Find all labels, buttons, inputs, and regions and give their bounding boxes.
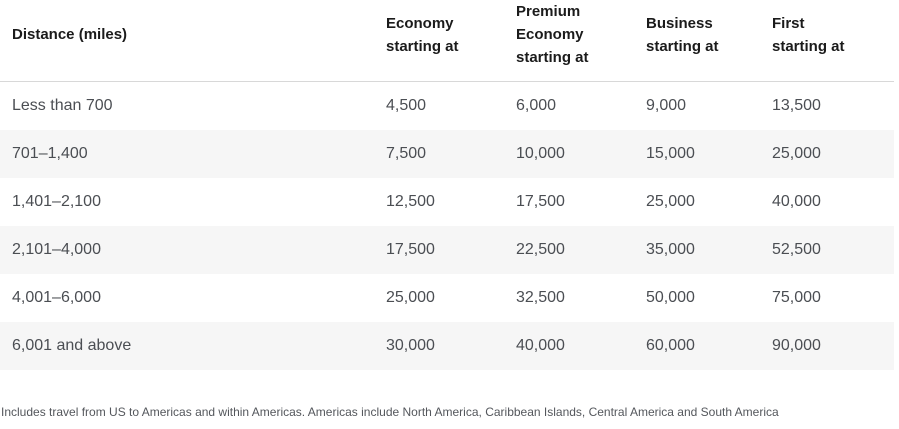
award-pricing-table: Distance (miles) Economy starting at Pre…: [0, 0, 894, 370]
header-premium-economy: Premium Economy starting at: [516, 0, 646, 82]
first-value-cell: 13,500: [772, 96, 821, 114]
header-business-line2: starting at: [646, 37, 719, 55]
header-business-line1: Business: [646, 14, 713, 32]
table-row: 701–1,400 7,500 10,000 15,000 25,000: [0, 129, 894, 178]
premium-economy-value-cell: 22,500: [516, 225, 646, 274]
header-premium-economy-line1: Premium: [516, 3, 581, 20]
business-value-cell: 15,000: [646, 129, 772, 178]
economy-value-cell: 17,500: [386, 225, 516, 274]
first-value-cell: 25,000: [772, 129, 894, 178]
header-first-line2: starting at: [772, 37, 845, 55]
header-distance-label: Distance (miles): [12, 26, 128, 43]
table-row: 4,001–6,000 25,000 32,500 50,000 75,000: [0, 274, 894, 322]
distance-cell: 4,001–6,000: [12, 288, 101, 306]
table-row: Less than 700 4,500 6,000 9,000 13,500: [0, 82, 894, 130]
first-value-cell: 40,000: [772, 192, 821, 210]
header-business: Business starting at: [646, 0, 772, 82]
premium-economy-value-cell: 17,500: [516, 192, 565, 210]
distance-cell: 6,001 and above: [0, 321, 386, 370]
award-chart-page: Distance (miles) Economy starting at Pre…: [0, 0, 894, 419]
distance-cell: 1,401–2,100: [12, 192, 101, 210]
business-value-cell: 50,000: [646, 288, 695, 306]
distance-cell: 701–1,400: [0, 129, 386, 178]
economy-value-cell: 7,500: [386, 129, 516, 178]
economy-value-cell: 4,500: [386, 96, 427, 114]
table-row: 6,001 and above 30,000 40,000 60,000 90,…: [0, 321, 894, 370]
premium-economy-value-cell: 10,000: [516, 129, 646, 178]
table-row: 1,401–2,100 12,500 17,500 25,000 40,000: [0, 178, 894, 226]
premium-economy-value-cell: 40,000: [516, 321, 646, 370]
business-value-cell: 9,000: [646, 96, 687, 114]
header-economy: Economy starting at: [386, 0, 516, 82]
header-economy-line2: starting at: [386, 37, 459, 55]
header-first: First starting at: [772, 0, 894, 82]
first-value-cell: 75,000: [772, 288, 821, 306]
header-economy-line1: Economy: [386, 14, 454, 32]
distance-cell: 2,101–4,000: [0, 225, 386, 274]
header-row: Distance (miles) Economy starting at Pre…: [0, 0, 894, 82]
economy-value-cell: 25,000: [386, 288, 435, 306]
header-premium-economy-line2: Economy: [516, 26, 584, 43]
premium-economy-value-cell: 32,500: [516, 288, 565, 306]
table-row: 2,101–4,000 17,500 22,500 35,000 52,500: [0, 225, 894, 274]
header-premium-economy-line3: starting at: [516, 49, 589, 66]
footnote: Includes travel from US to Americas and …: [1, 404, 779, 419]
distance-cell: Less than 700: [12, 96, 113, 114]
business-value-cell: 60,000: [646, 321, 772, 370]
economy-value-cell: 30,000: [386, 321, 516, 370]
header-first-line1: First: [772, 14, 805, 32]
header-distance: Distance (miles): [0, 0, 386, 82]
economy-value-cell: 12,500: [386, 192, 435, 210]
first-value-cell: 52,500: [772, 225, 894, 274]
first-value-cell: 90,000: [772, 321, 894, 370]
premium-economy-value-cell: 6,000: [516, 96, 557, 114]
business-value-cell: 35,000: [646, 225, 772, 274]
business-value-cell: 25,000: [646, 192, 695, 210]
